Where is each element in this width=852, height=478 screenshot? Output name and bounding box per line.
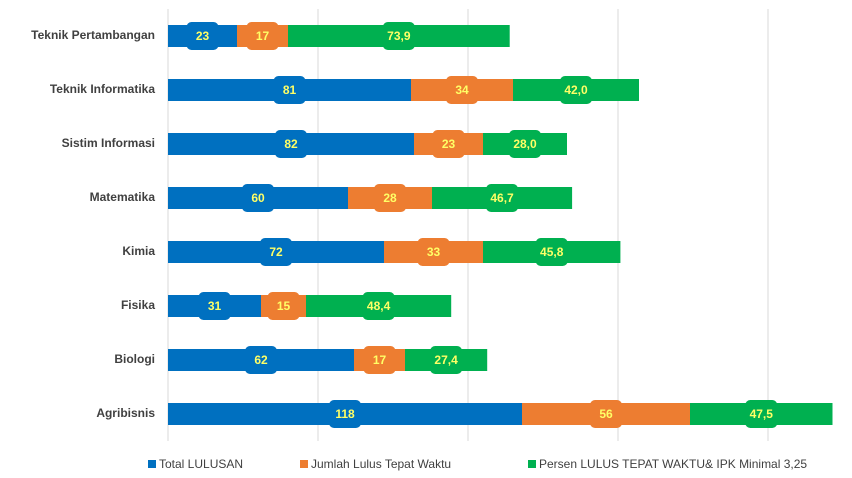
label-badge <box>260 238 292 266</box>
data-label: 45,8 <box>540 245 564 259</box>
label-badge <box>363 346 396 374</box>
label-badge <box>417 238 450 266</box>
label-badge <box>362 292 395 320</box>
data-label: 73,9 <box>387 29 411 43</box>
data-label: 81 <box>283 83 297 97</box>
legend-label: Persen LULUS TEPAT WAKTU& IPK Minimal 3,… <box>539 457 807 471</box>
label-badge <box>242 184 274 212</box>
legend-swatch <box>148 460 156 468</box>
data-label: 34 <box>455 83 469 97</box>
data-label: 42,0 <box>564 83 588 97</box>
label-badge <box>329 400 361 428</box>
data-label: 60 <box>251 191 265 205</box>
data-label: 46,7 <box>490 191 514 205</box>
legend-swatch <box>528 460 536 468</box>
legend-label: Jumlah Lulus Tepat Waktu <box>311 457 451 471</box>
label-badge <box>590 400 622 428</box>
label-badge <box>198 292 231 320</box>
data-label: 23 <box>196 29 210 43</box>
category-label: Fisika <box>121 298 155 312</box>
data-label: 62 <box>254 353 268 367</box>
category-label: Teknik Pertambangan <box>31 28 155 42</box>
label-badge <box>446 76 478 104</box>
data-label: 31 <box>208 299 222 313</box>
data-label: 28 <box>383 191 397 205</box>
data-label: 47,5 <box>750 407 774 421</box>
label-badge <box>245 346 277 374</box>
category-label: Sistim Informasi <box>62 136 155 150</box>
category-label: Biologi <box>114 352 155 366</box>
data-label: 48,4 <box>367 299 391 313</box>
label-badge <box>535 238 568 266</box>
label-badge <box>267 292 300 320</box>
label-badge <box>374 184 406 212</box>
category-label: Agribisnis <box>96 406 155 420</box>
legend-label: Total LULUSAN <box>159 457 243 471</box>
label-badge <box>273 76 306 104</box>
data-label: 15 <box>277 299 291 313</box>
category-label: Kimia <box>122 244 155 258</box>
data-label: 72 <box>269 245 283 259</box>
legend-swatch <box>300 460 308 468</box>
category-label: Matematika <box>90 190 156 204</box>
data-label: 82 <box>284 137 298 151</box>
data-label: 23 <box>442 137 456 151</box>
data-label: 33 <box>427 245 441 259</box>
label-badge <box>486 184 519 212</box>
label-badge <box>246 22 279 50</box>
label-badge <box>509 130 541 158</box>
data-label: 17 <box>256 29 270 43</box>
label-badge <box>432 130 465 158</box>
data-label: 28,0 <box>513 137 537 151</box>
data-label: 56 <box>599 407 613 421</box>
label-badge <box>382 22 415 50</box>
label-badge <box>275 130 307 158</box>
category-label: Teknik Informatika <box>50 82 155 96</box>
label-badge <box>430 346 463 374</box>
data-label: 17 <box>373 353 387 367</box>
label-badge <box>186 22 219 50</box>
label-badge <box>560 76 592 104</box>
data-label: 27,4 <box>434 353 458 367</box>
data-label: 118 <box>335 407 355 421</box>
label-badge <box>745 400 778 428</box>
